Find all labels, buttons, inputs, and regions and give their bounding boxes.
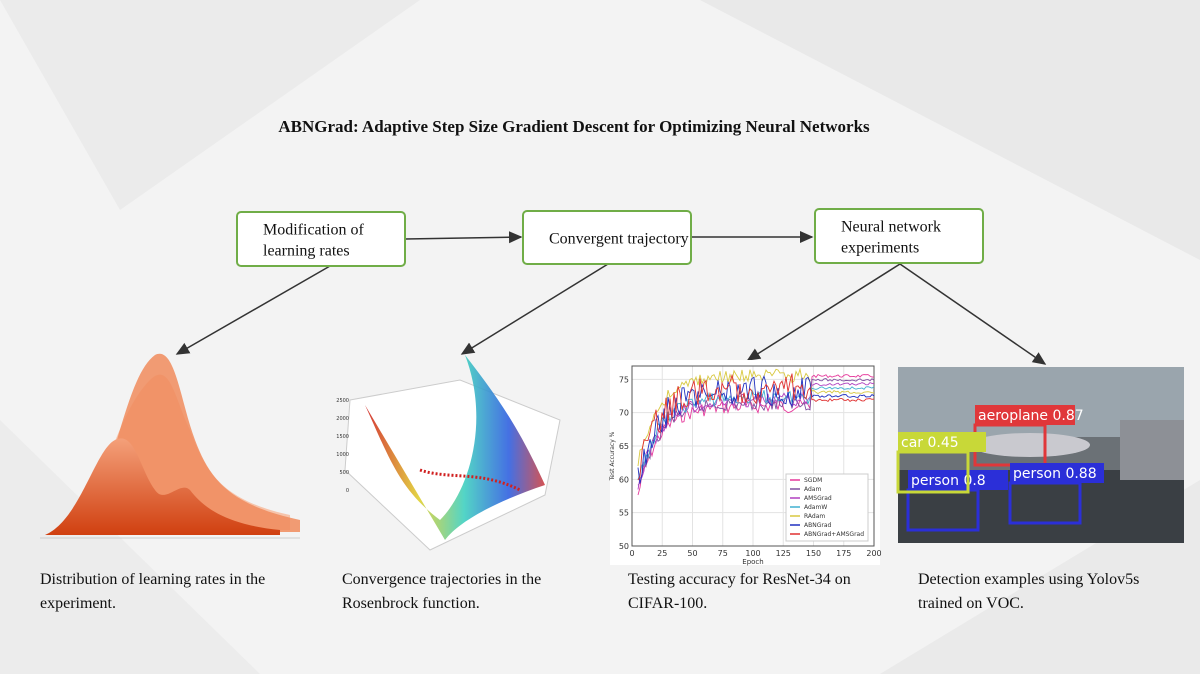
detection-box bbox=[1008, 481, 1082, 525]
x-tick-label: 0 bbox=[629, 549, 634, 558]
x-tick-label: 50 bbox=[687, 549, 697, 558]
caption: experiment. bbox=[40, 595, 116, 612]
caption: Testing accuracy for ResNet-34 on bbox=[628, 571, 851, 588]
node-label: learning rates bbox=[263, 243, 350, 260]
caption: Rosenbrock function. bbox=[342, 595, 480, 612]
legend-label: AdamW bbox=[804, 504, 827, 511]
z-tick-label: 0 bbox=[346, 488, 349, 494]
legend-label: ABNGrad+AMSGrad bbox=[804, 531, 864, 538]
x-tick-label: 75 bbox=[718, 549, 728, 558]
node-box bbox=[236, 211, 406, 267]
flow-arrows bbox=[175, 231, 1047, 365]
legend-label: SGDM bbox=[804, 477, 822, 484]
legend-label: ABNGrad bbox=[804, 522, 832, 529]
legend-label: AMSGrad bbox=[804, 495, 832, 502]
node-label: experiments bbox=[841, 240, 919, 257]
detection-box bbox=[896, 450, 970, 494]
curve bbox=[637, 367, 875, 467]
caption: Detection examples using Yolov5s bbox=[918, 571, 1139, 588]
y-tick-label: 75 bbox=[619, 375, 629, 384]
y-tick-label: 50 bbox=[619, 542, 629, 551]
x-tick-label: 25 bbox=[657, 549, 667, 558]
detection-box bbox=[906, 488, 980, 532]
curve bbox=[637, 373, 875, 481]
legend-label: Adam bbox=[804, 486, 821, 493]
detection-label: person 0.8 bbox=[911, 473, 986, 489]
y-tick-label: 70 bbox=[619, 409, 629, 418]
detection-tag bbox=[908, 470, 1008, 490]
x-tick-label: 200 bbox=[866, 549, 881, 558]
x-tick-label: 175 bbox=[836, 549, 851, 558]
x-axis-label: Epoch bbox=[742, 558, 763, 566]
y-axis-label: Test Accuracy % bbox=[609, 431, 616, 481]
detection-label: car 0.45 bbox=[901, 435, 959, 451]
z-tick-label: 2000 bbox=[336, 416, 349, 422]
node-label: Convergent trajectory bbox=[549, 231, 689, 248]
y-tick-label: 60 bbox=[619, 475, 629, 484]
caption: Distribution of learning rates in the bbox=[40, 571, 265, 588]
x-tick-label: 150 bbox=[806, 549, 821, 558]
caption: trained on VOC. bbox=[918, 595, 1024, 612]
z-tick-label: 1500 bbox=[336, 434, 349, 440]
accuracy-chart: 50 55 60 65 70 75 0 25 50 75 100 125 150 175 200 Epoch T… bbox=[609, 360, 882, 566]
title: ABNGrad: Adaptive Step Size Gradient Des… bbox=[278, 117, 870, 136]
curve bbox=[637, 375, 875, 484]
legend-label: RAdam bbox=[804, 513, 825, 520]
caption: Convergence trajectories in the bbox=[342, 571, 541, 588]
node-box bbox=[814, 208, 984, 264]
detection-label: aeroplane 0.87 bbox=[978, 408, 1084, 424]
detection-image: aeroplane 0.87 person 0.88 person 0.8 car 0… bbox=[896, 367, 1184, 543]
plot-frame bbox=[631, 365, 875, 547]
curve bbox=[637, 378, 875, 486]
z-tick-label: 2500 bbox=[336, 398, 349, 404]
x-tick-label: 125 bbox=[776, 549, 791, 558]
node-label: Modification of bbox=[263, 222, 365, 239]
y-tick-label: 55 bbox=[619, 509, 629, 518]
detection-tag bbox=[975, 405, 1075, 425]
detection-tag bbox=[898, 432, 986, 452]
detection-tag bbox=[1010, 463, 1104, 483]
node-label: Neural network bbox=[841, 219, 941, 236]
caption: CIFAR-100. bbox=[628, 595, 707, 612]
x-tick-label: 100 bbox=[745, 549, 760, 558]
z-tick-label: 1000 bbox=[336, 452, 349, 458]
y-tick-label: 65 bbox=[619, 442, 629, 451]
surface-plot: 0 500 1000 1500 2000 2500 bbox=[336, 355, 561, 551]
detection-label: person 0.88 bbox=[1013, 466, 1097, 482]
z-tick-label: 500 bbox=[339, 470, 349, 476]
node-box bbox=[522, 210, 692, 265]
ridge-plot bbox=[40, 353, 300, 539]
